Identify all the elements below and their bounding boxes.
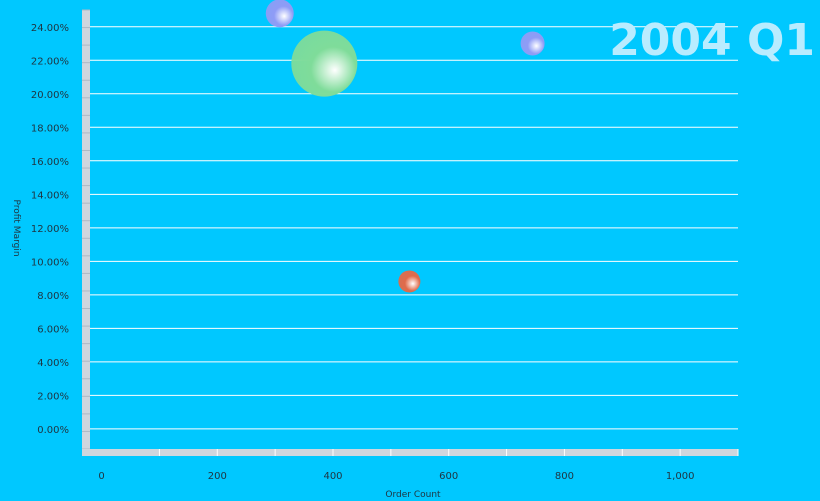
y-tick-label: 14.00% <box>31 190 69 201</box>
y-tick-label: 16.00% <box>31 157 69 168</box>
y-tick-label: 22.00% <box>31 56 69 67</box>
y-tick-label: 2.00% <box>37 391 69 402</box>
y-tick-label: 6.00% <box>37 324 69 335</box>
y-tick-label: 12.00% <box>31 224 69 235</box>
x-tick-label: 600 <box>439 471 458 482</box>
x-tick-label: 800 <box>555 471 574 482</box>
y-axis-title: Profit Margin <box>11 199 21 256</box>
y-tick-label: 10.00% <box>31 257 69 268</box>
bubble[interactable] <box>291 30 358 97</box>
y-tick-label: 0.00% <box>37 425 69 436</box>
y-tick-label: 20.00% <box>31 90 69 101</box>
bubble[interactable] <box>398 270 421 293</box>
axes: 0.00% 2.00% 4.00% 6.00% 8.00% 10.00% 12.00% 14.… <box>31 9 739 482</box>
y-tick-label: 18.00% <box>31 123 69 134</box>
x-tick-label: 0 <box>98 471 104 482</box>
period-label: 2004 Q1 <box>609 15 815 66</box>
y-tick-label: 8.00% <box>37 291 69 302</box>
y-tick-label: 4.00% <box>37 358 69 369</box>
x-tick-label: 400 <box>323 471 342 482</box>
y-tick-label: 24.00% <box>31 23 69 34</box>
x-tick-label: 1,000 <box>666 471 695 482</box>
bubble[interactable] <box>265 0 294 28</box>
gridlines <box>90 26 738 430</box>
bubble[interactable] <box>520 31 545 56</box>
bubbles <box>265 0 545 293</box>
y-axis-line <box>82 10 90 452</box>
x-axis-title: Order Count <box>385 490 441 500</box>
x-axis-line <box>82 449 738 456</box>
x-tick-label: 200 <box>208 471 227 482</box>
